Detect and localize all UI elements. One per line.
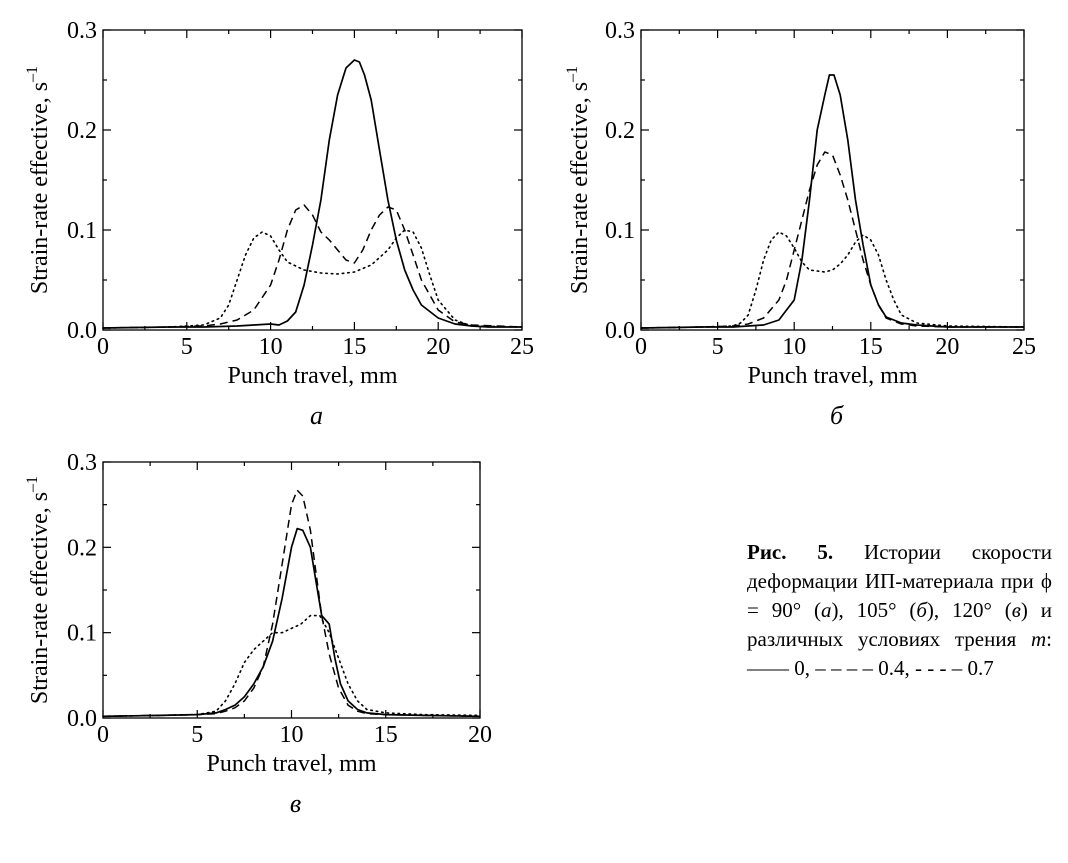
caption-text-4: ) и различных условиях трения bbox=[747, 598, 1053, 651]
panel-2-x-tick-label: 10 bbox=[280, 722, 304, 748]
caption-text-5: : —— 0, – – – – 0.4, - - - – 0.7 bbox=[747, 627, 1052, 680]
panel-2-series-solid bbox=[102, 527, 481, 718]
panel-2-y-tick-label: 0.1 bbox=[67, 621, 97, 647]
caption-label: Рис. 5. bbox=[747, 540, 834, 564]
panel-1-x-tick-label: 0 bbox=[635, 334, 647, 360]
panel-0-series-dashed bbox=[102, 204, 523, 329]
panel-0-x-tick-label: 15 bbox=[342, 334, 366, 360]
caption-text-1: Истории скорости деформа­ции ИП-материал… bbox=[747, 540, 1052, 622]
panel-0-letter: а bbox=[310, 401, 323, 430]
panel-1-y-axis-label-text: Strain-rate effective, s bbox=[567, 82, 593, 294]
panel-0-x-tick-label: 5 bbox=[181, 334, 193, 360]
panel-0-series-solid bbox=[102, 59, 522, 329]
panel-0-x-tick-label: 20 bbox=[426, 334, 450, 360]
panel-2-y-tick-label: 0.3 bbox=[67, 450, 97, 476]
panel-2-letter: в bbox=[290, 789, 301, 818]
caption-panel-c: в bbox=[1011, 598, 1021, 622]
panel-0-x-axis-label: Punch travel, mm bbox=[228, 363, 398, 389]
caption-m: m bbox=[1030, 627, 1047, 651]
panel-2-x-tick-label: 15 bbox=[374, 722, 398, 748]
panel-1-x-tick-label: 25 bbox=[1012, 334, 1036, 360]
panel-0-y-tick-label: 0.2 bbox=[67, 118, 97, 144]
panel-1-series-solid bbox=[640, 74, 1024, 329]
chart-panel-c: 0 5 10 15 20 0.0 0.1 0.2 0.3 Punch travel, mm Stra… bbox=[24, 450, 492, 818]
panel-0-y-axis-label-text: Strain-rate effective, s bbox=[27, 82, 53, 294]
panel-2-x-tick-label: 0 bbox=[97, 722, 109, 748]
panel-0-x-tick-label: 25 bbox=[510, 334, 534, 360]
panel-0-y-tick-label: 0.3 bbox=[67, 18, 97, 44]
panel-1-letter: б bbox=[830, 401, 844, 430]
panel-2-x-tick-label: 20 bbox=[468, 722, 492, 748]
panel-1-y-axis-label-unit: –1 bbox=[564, 66, 581, 83]
panel-0-plot-frame bbox=[102, 29, 523, 331]
panel-1-y-tick-label: 0.2 bbox=[605, 118, 635, 144]
panel-2-series-dashed bbox=[102, 489, 481, 718]
panel-2-y-axis-label-unit: –1 bbox=[24, 476, 41, 493]
caption-panel-a: а bbox=[820, 598, 832, 622]
panel-2-y-axis-label: Strain-rate effective, s–1 bbox=[24, 476, 53, 704]
panel-2-plot-frame bbox=[102, 461, 481, 719]
panel-1-x-tick-label: 10 bbox=[782, 334, 806, 360]
figure-caption: Рис. 5. Истории скорости деформа­ции ИП-… bbox=[747, 538, 1052, 683]
panel-0-y-axis-label-unit: –1 bbox=[24, 66, 41, 83]
panel-0-x-tick-label: 10 bbox=[259, 334, 283, 360]
panel-2-y-tick-label: 0.0 bbox=[67, 706, 97, 732]
panel-0-y-tick-label: 0.0 bbox=[67, 318, 97, 344]
panel-0-y-axis-label: Strain-rate effective, s–1 bbox=[24, 66, 53, 294]
panel-0-series-dotted bbox=[102, 229, 523, 329]
panel-0-x-tick-label: 0 bbox=[97, 334, 109, 360]
panel-1-y-tick-label: 0.0 bbox=[605, 318, 635, 344]
panel-2-y-axis-label-text: Strain-rate effective, s bbox=[27, 492, 53, 704]
panel-2-x-tick-label: 5 bbox=[191, 722, 203, 748]
panel-1-y-tick-label: 0.3 bbox=[605, 18, 635, 44]
chart-panel-b: 0 5 10 15 20 25 0.0 0.1 0.2 0.3 Punch travel, mm St… bbox=[564, 18, 1036, 430]
panel-2-series-dotted bbox=[102, 614, 481, 718]
panel-1-series-dashed bbox=[640, 151, 1024, 329]
panel-1-y-axis-label: Strain-rate effective, s–1 bbox=[564, 66, 593, 294]
panel-1-x-tick-label: 15 bbox=[859, 334, 883, 360]
panel-0-y-tick-label: 0.1 bbox=[67, 218, 97, 244]
panel-1-x-axis-label: Punch travel, mm bbox=[748, 363, 918, 389]
panel-1-series-dotted bbox=[640, 231, 1025, 329]
panel-1-x-tick-label: 5 bbox=[712, 334, 724, 360]
chart-panel-a: 0 5 10 15 20 25 0.0 0.1 0.2 0.3 Punch travel, mm St… bbox=[24, 18, 534, 430]
panel-1-y-tick-label: 0.1 bbox=[605, 218, 635, 244]
panel-2-y-tick-label: 0.2 bbox=[67, 535, 97, 561]
caption-text-3: ), 120° ( bbox=[926, 598, 1012, 622]
caption-panel-b: б bbox=[916, 598, 927, 622]
caption-text-2: ), 105° ( bbox=[831, 598, 917, 622]
panel-2-x-axis-label: Punch travel, mm bbox=[207, 751, 377, 777]
panel-1-x-tick-label: 20 bbox=[935, 334, 959, 360]
